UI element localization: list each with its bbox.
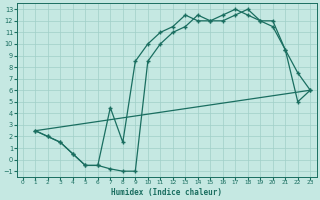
X-axis label: Humidex (Indice chaleur): Humidex (Indice chaleur) (111, 188, 222, 197)
